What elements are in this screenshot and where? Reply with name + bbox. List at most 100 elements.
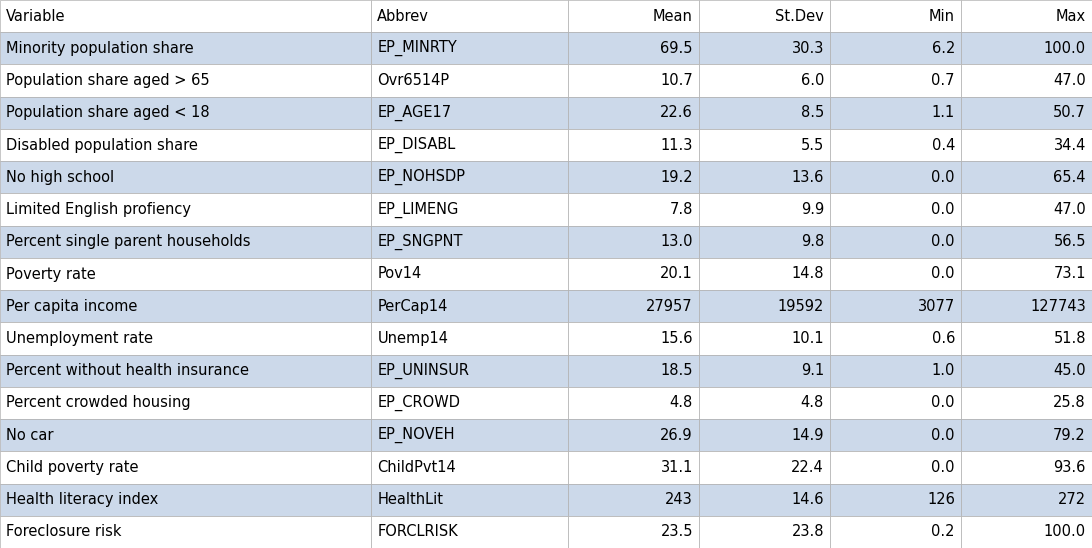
Bar (830, 193, 961, 226)
Bar (0, 355, 371, 387)
Bar (568, 226, 699, 258)
Bar (699, 0, 830, 32)
Bar (961, 355, 1092, 387)
Bar (568, 96, 699, 129)
Bar (0, 419, 371, 452)
Text: Percent without health insurance: Percent without health insurance (5, 363, 249, 378)
Bar (568, 290, 699, 322)
Text: 9.9: 9.9 (800, 202, 824, 217)
Bar (961, 322, 1092, 355)
Bar (830, 226, 961, 258)
Bar (961, 32, 1092, 65)
Bar (371, 65, 568, 96)
Text: 4.8: 4.8 (669, 396, 693, 410)
Text: 0.2: 0.2 (931, 524, 956, 539)
Bar (830, 65, 961, 96)
Bar (830, 129, 961, 161)
Text: 45.0: 45.0 (1054, 363, 1087, 378)
Text: Pov14: Pov14 (377, 266, 422, 282)
Text: 7.8: 7.8 (669, 202, 693, 217)
Text: 0.0: 0.0 (931, 234, 956, 249)
Bar (371, 96, 568, 129)
Bar (699, 258, 830, 290)
Bar (699, 193, 830, 226)
Text: EP_DISABL: EP_DISABL (377, 137, 455, 153)
Text: 79.2: 79.2 (1054, 427, 1087, 443)
Bar (699, 96, 830, 129)
Text: 0.0: 0.0 (931, 266, 956, 282)
Text: 50.7: 50.7 (1054, 105, 1087, 121)
Bar (371, 226, 568, 258)
Bar (568, 32, 699, 65)
Bar (961, 0, 1092, 32)
Bar (830, 419, 961, 452)
Bar (830, 32, 961, 65)
Bar (371, 32, 568, 65)
Text: 0.0: 0.0 (931, 460, 956, 475)
Bar (371, 322, 568, 355)
Text: EP_CROWD: EP_CROWD (377, 395, 461, 411)
Text: 4.8: 4.8 (800, 396, 824, 410)
Text: 0.0: 0.0 (931, 170, 956, 185)
Text: 14.8: 14.8 (792, 266, 824, 282)
Bar (0, 322, 371, 355)
Text: 0.4: 0.4 (931, 138, 956, 152)
Bar (699, 290, 830, 322)
Bar (0, 65, 371, 96)
Text: 9.1: 9.1 (800, 363, 824, 378)
Bar (699, 452, 830, 483)
Bar (371, 258, 568, 290)
Bar (699, 32, 830, 65)
Text: 6.2: 6.2 (931, 41, 956, 56)
Bar (0, 483, 371, 516)
Bar (371, 290, 568, 322)
Bar (699, 483, 830, 516)
Bar (568, 258, 699, 290)
Bar (0, 96, 371, 129)
Text: Limited English profiency: Limited English profiency (5, 202, 191, 217)
Text: 126: 126 (927, 492, 956, 507)
Text: Minority population share: Minority population share (5, 41, 193, 56)
Text: 69.5: 69.5 (661, 41, 693, 56)
Text: 0.7: 0.7 (931, 73, 956, 88)
Bar (699, 355, 830, 387)
Text: 47.0: 47.0 (1054, 202, 1087, 217)
Bar (0, 32, 371, 65)
Text: Variable: Variable (5, 9, 66, 24)
Text: 6.0: 6.0 (800, 73, 824, 88)
Text: Disabled population share: Disabled population share (5, 138, 198, 152)
Bar (830, 355, 961, 387)
Text: 272: 272 (1058, 492, 1087, 507)
Bar (568, 322, 699, 355)
Bar (830, 452, 961, 483)
Bar (830, 290, 961, 322)
Text: 51.8: 51.8 (1054, 331, 1087, 346)
Text: Population share aged > 65: Population share aged > 65 (5, 73, 210, 88)
Bar (371, 516, 568, 548)
Bar (0, 290, 371, 322)
Bar (568, 483, 699, 516)
Text: 100.0: 100.0 (1044, 41, 1087, 56)
Bar (699, 161, 830, 193)
Text: 127743: 127743 (1030, 299, 1087, 314)
Text: Child poverty rate: Child poverty rate (5, 460, 139, 475)
Text: Population share aged < 18: Population share aged < 18 (5, 105, 210, 121)
Bar (0, 516, 371, 548)
Text: 47.0: 47.0 (1054, 73, 1087, 88)
Text: 25.8: 25.8 (1054, 396, 1087, 410)
Bar (371, 193, 568, 226)
Bar (961, 483, 1092, 516)
Text: Unemployment rate: Unemployment rate (5, 331, 153, 346)
Text: Ovr6514P: Ovr6514P (377, 73, 450, 88)
Text: Foreclosure risk: Foreclosure risk (5, 524, 121, 539)
Text: Poverty rate: Poverty rate (5, 266, 96, 282)
Bar (961, 290, 1092, 322)
Text: 0.0: 0.0 (931, 202, 956, 217)
Text: 13.6: 13.6 (792, 170, 824, 185)
Text: No high school: No high school (5, 170, 115, 185)
Bar (830, 322, 961, 355)
Bar (961, 258, 1092, 290)
Text: ChildPvt14: ChildPvt14 (377, 460, 456, 475)
Text: 65.4: 65.4 (1054, 170, 1087, 185)
Text: HealthLit: HealthLit (377, 492, 443, 507)
